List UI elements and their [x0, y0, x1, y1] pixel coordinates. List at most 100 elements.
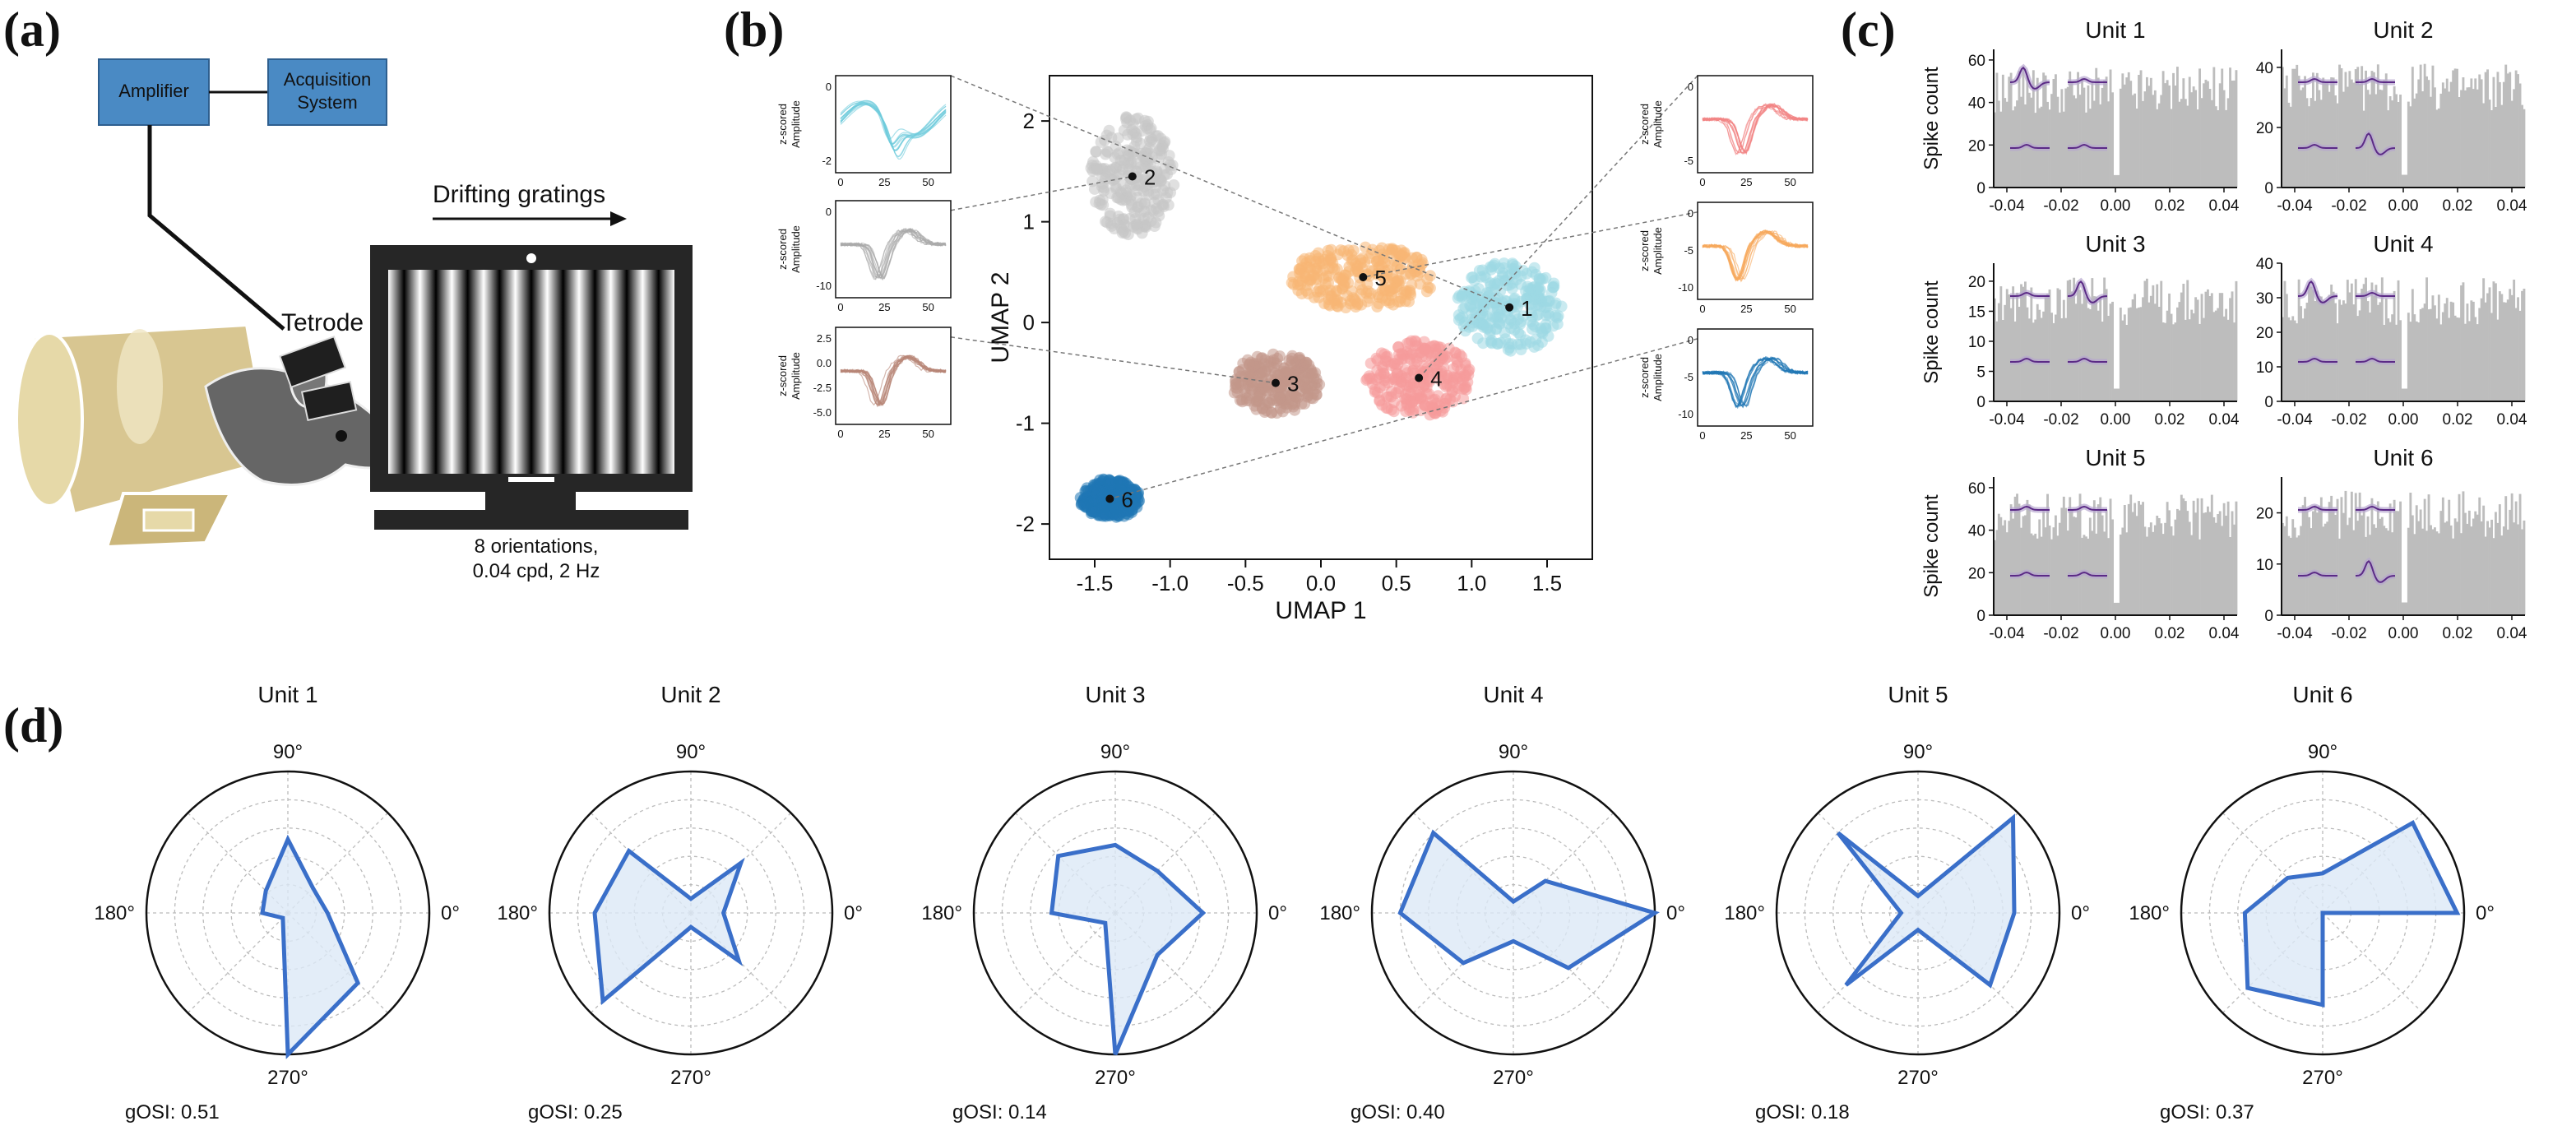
acg-bar	[2296, 323, 2299, 401]
acg-bar	[2055, 74, 2057, 188]
amplifier-box	[98, 58, 210, 126]
acg-bar	[2139, 307, 2143, 401]
acg-bar	[1997, 100, 2000, 188]
acg-bar	[2482, 103, 2486, 188]
acg-bar	[2470, 78, 2473, 188]
acg-bar	[2495, 512, 2497, 615]
acg-bar	[2111, 519, 2114, 615]
acg-bar	[2032, 70, 2035, 188]
waveform-ylabel-1: z-scored	[776, 104, 789, 145]
acg-bar	[2383, 526, 2386, 615]
acg-xtick-label: 0.02	[2443, 625, 2473, 642]
acg-bar	[2134, 503, 2137, 615]
acg-bar	[2161, 322, 2165, 401]
acg-bar	[2464, 90, 2467, 188]
acg-bar	[2055, 515, 2057, 615]
acg-bar	[2186, 511, 2189, 615]
acg-bar	[2449, 301, 2453, 401]
waveform-ytick: 0	[826, 206, 832, 218]
acg-bar	[2092, 100, 2096, 188]
acg-bar	[2105, 76, 2108, 188]
acg-bar	[2221, 68, 2224, 188]
acg-bar	[2229, 67, 2231, 188]
acg-bar	[2081, 77, 2083, 188]
acg-bar	[2062, 111, 2065, 188]
acg-bar	[2109, 69, 2112, 188]
acg-bar	[2214, 522, 2217, 615]
acg-bar	[2119, 308, 2122, 401]
acg-bar	[2233, 80, 2235, 188]
acg-bar	[2139, 70, 2143, 188]
acg-bar	[2087, 308, 2090, 401]
acg-bar	[2176, 307, 2179, 401]
acg-bar	[2170, 109, 2173, 188]
acg-bar	[2362, 284, 2365, 401]
acg-bar	[2296, 537, 2299, 615]
acg-bar	[2513, 280, 2516, 401]
acg-bar	[2004, 98, 2007, 188]
acg-bar	[2109, 303, 2112, 401]
acg-bar	[2135, 516, 2138, 615]
acg-bar	[2523, 520, 2526, 615]
acg-bar	[2081, 303, 2083, 401]
angle-label-0: 0°	[441, 902, 460, 924]
acg-bar	[2452, 70, 2455, 188]
acg-bar	[2350, 79, 2353, 188]
acg-bar	[2131, 512, 2134, 615]
acg-bar	[2467, 510, 2471, 615]
acg-bar	[2344, 490, 2347, 615]
acg-bar	[1995, 72, 1999, 188]
acg-ytick-label: 0	[2264, 180, 2273, 197]
acg-bar	[2336, 498, 2339, 615]
acg-bar	[2435, 318, 2439, 401]
acg-bar	[2370, 71, 2374, 188]
acg-bar	[2042, 511, 2046, 615]
acg-bar	[2518, 83, 2522, 188]
acg-bar	[2127, 503, 2130, 615]
acg-bar	[2391, 100, 2394, 188]
acg-bar	[2405, 388, 2408, 401]
acg-bar	[2444, 303, 2447, 401]
waveform-inset-unit-1: 0 25 50 0 -2 z-scored Amplitude	[776, 75, 952, 188]
waveform-ytick: 0	[826, 81, 832, 93]
acg-bar	[2518, 310, 2522, 401]
polar-title: Unit 5	[1888, 682, 1948, 707]
acg-bar	[2217, 308, 2220, 401]
acg-bar	[2129, 81, 2133, 188]
acg-bar	[2198, 323, 2201, 401]
acg-bar	[2225, 516, 2228, 615]
acg-bar	[2235, 280, 2238, 401]
acg-bar	[2521, 529, 2523, 615]
waveform-ylabel-2: Amplitude	[790, 352, 802, 400]
acg-bar	[2401, 602, 2404, 615]
acg-bar	[2397, 511, 2400, 615]
acg-xtick-label: -0.02	[2331, 197, 2366, 215]
acg-ytick-label: 40	[1968, 95, 1985, 113]
acg-bar	[2445, 298, 2449, 401]
acg-bar	[2419, 509, 2422, 615]
acg-bar	[2194, 90, 2198, 188]
stimulus-spec-1: 8 orientations,	[475, 535, 599, 558]
acg-bar	[2342, 512, 2345, 615]
acg-bar	[2203, 83, 2205, 188]
acg-bar	[2462, 282, 2465, 401]
acg-bar	[2419, 308, 2422, 401]
acg-bar	[2403, 602, 2406, 615]
acg-bar	[2038, 519, 2041, 615]
acg-bar	[2415, 505, 2418, 615]
acg-bar	[2074, 303, 2078, 401]
acg-bar	[2121, 73, 2124, 188]
acg-bar	[2478, 308, 2481, 401]
acg-bar	[2504, 302, 2508, 401]
acg-bar	[2092, 296, 2096, 401]
cluster-centroids: 1 2 3 4 5 6	[1105, 165, 1533, 512]
acg-bar	[2480, 521, 2483, 615]
acg-bar	[2062, 496, 2065, 615]
acg-bar	[2009, 72, 2013, 188]
acg-xtick-label: 0.02	[2443, 197, 2473, 215]
acg-inset-waveform	[2010, 143, 2050, 149]
acg-bar	[2452, 302, 2455, 401]
acg-bar	[2289, 106, 2292, 188]
acg-bar	[2196, 498, 2199, 615]
acg-bar	[2322, 299, 2325, 401]
